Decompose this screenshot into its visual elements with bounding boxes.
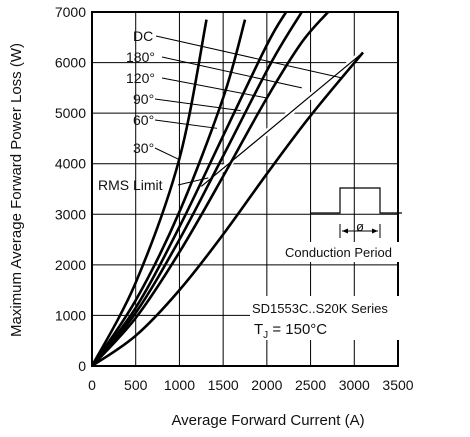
series-line-3: [90, 11, 288, 367]
leader-120: [161, 77, 267, 99]
tj-value: = 150°C: [268, 321, 327, 338]
y-tick-label: 6000: [55, 55, 86, 71]
series-line-4: [90, 19, 247, 367]
curve-label-120: 120°: [126, 70, 155, 86]
curve-label-60: 60°: [133, 112, 154, 128]
rms-limit-layer: [199, 50, 365, 189]
series-line-2: [90, 11, 303, 367]
x-tick-label: 500: [124, 377, 148, 393]
leader-60: [154, 119, 218, 129]
phi-symbol: ø: [356, 219, 364, 234]
x-tick-label: 0: [88, 377, 96, 393]
y-tick-label: 5000: [55, 105, 86, 121]
series-note: SD1553C..S20K Series: [252, 301, 388, 316]
y-tick-label: 0: [78, 358, 86, 374]
curve-label-90: 90°: [133, 91, 154, 107]
x-tick-label: 1000: [164, 377, 195, 393]
series-line-1: [91, 11, 330, 367]
curve-label-dc: DC: [133, 28, 153, 44]
leader-dc: [155, 35, 342, 79]
curves: [90, 11, 365, 368]
x-axis-title: Average Forward Current (A): [171, 412, 364, 429]
series-line-5: [90, 19, 208, 367]
period-arrow-head-right: [372, 228, 378, 234]
leader-30: [154, 147, 180, 161]
conduction-pulse: [310, 187, 402, 214]
x-tick-label: 3000: [339, 377, 370, 393]
tj-subscript: J: [263, 330, 268, 341]
y-tick-label: 3000: [55, 206, 86, 222]
series-note-bg: [250, 296, 440, 340]
leader-rms-limit: [177, 177, 209, 186]
rms-limit-line: [200, 51, 364, 187]
tj-symbol: T: [254, 321, 263, 338]
plot-frame: [91, 11, 399, 367]
leader-90: [154, 98, 241, 112]
y-tick-label: 7000: [55, 4, 86, 20]
curve-label-30: 30°: [133, 140, 154, 156]
period-arrow-head-left: [342, 228, 348, 234]
x-tick-label: 3500: [382, 377, 413, 393]
conduction-label-bg: [283, 242, 433, 262]
rms-limit-label: RMS Limit: [98, 177, 163, 193]
series-line-0: [91, 51, 365, 368]
x-tick-label: 1500: [208, 377, 239, 393]
x-tick-label: 2500: [295, 377, 326, 393]
y-axis-title: Maximum Average Forward Power Loss (W): [8, 43, 25, 337]
conduction-period-diagram: ø: [310, 187, 402, 238]
junction-temp: TJ = 150°C: [254, 321, 327, 341]
conduction-period-label: Conduction Period: [285, 245, 392, 260]
y-tick-label: 2000: [55, 257, 86, 273]
leader-180: [161, 56, 302, 89]
leader-lines: [154, 35, 342, 186]
y-tick-label: 4000: [55, 156, 86, 172]
y-tick-label: 1000: [55, 307, 86, 323]
curve-label-180: 180°: [126, 49, 155, 65]
tick-labels: 0 500 1000 1500 2000 2500 3000 3500 0 1000 2000 300…: [55, 4, 414, 393]
x-tick-label: 2000: [251, 377, 282, 393]
